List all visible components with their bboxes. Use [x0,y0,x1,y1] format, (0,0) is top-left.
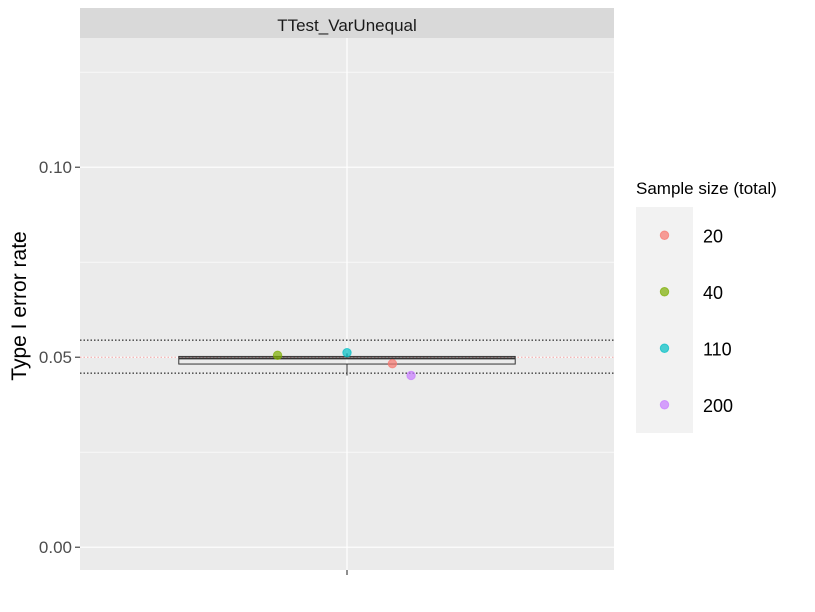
legend: 20 40 110 200 [659,226,733,416]
data-point-40 [272,350,283,360]
data-point-110 [342,347,352,358]
legend-key-background [636,207,693,433]
legend-key-110 [659,343,670,353]
facet-title: TTest_VarUnequal [277,16,417,35]
legend-title: Sample size (total) [636,179,777,198]
legend-key-200 [659,400,670,410]
y-axis: 0.00 0.05 0.10 [39,158,348,575]
data-point-200 [406,370,416,381]
facet-strip [80,8,614,38]
y-tick-label: 0.00 [39,538,72,557]
legend-label-110: 110 [703,339,732,359]
y-axis-title: Type I error rate [8,231,31,380]
y-tick-label: 0.10 [39,158,72,177]
legend-label-40: 40 [703,283,723,303]
legend-label-200: 200 [703,396,733,416]
legend-key-20 [659,230,670,240]
data-points [272,347,416,381]
legend-key-40 [659,287,670,297]
data-point-20 [387,358,398,369]
legend-label-20: 20 [703,226,723,246]
y-tick-label: 0.05 [39,348,72,367]
